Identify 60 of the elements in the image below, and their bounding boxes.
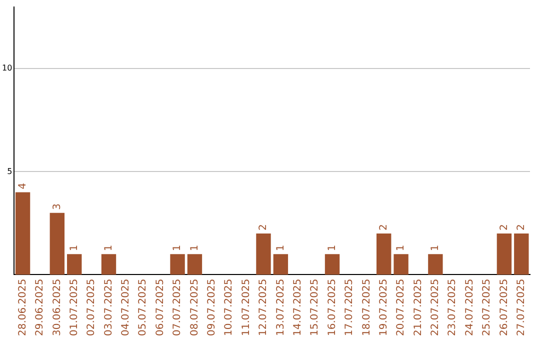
bar [170,254,185,275]
data-label: 1 [430,244,442,252]
x-tick-label: 18.07.2025 [361,278,372,336]
y-tick-label: 10 [2,64,12,73]
x-tick-label: 23.07.2025 [447,278,458,336]
x-tick-label: 05.07.2025 [138,278,149,336]
data-label: 1 [396,244,407,252]
data-label: 2 [258,224,270,231]
x-tick-label: 06.07.2025 [154,278,166,336]
data-label: 3 [52,204,63,210]
bar [101,254,116,275]
x-tick-label: 26.07.2025 [498,278,510,336]
data-label: 1 [103,244,114,252]
x-tick-label: 08.07.2025 [189,278,200,336]
bar [15,192,30,275]
x-tick-label: 30.06.2025 [52,278,63,336]
bar [50,212,65,275]
bar [256,234,271,275]
x-tick-label: 25.07.2025 [482,278,493,336]
x-tick-label: 02.07.2025 [86,278,98,336]
bar [514,234,529,275]
bar [394,254,408,275]
x-tick-label: 15.07.2025 [310,278,321,336]
data-label: 1 [189,244,200,252]
data-label: 2 [378,224,390,231]
x-tick-label: 17.07.2025 [344,278,356,336]
data-label: 1 [275,244,286,252]
x-tick-label: 29.06.2025 [34,278,46,336]
x-tick-label: 24.07.2025 [464,278,476,336]
x-tick-label: 11.07.2025 [240,278,252,336]
x-tick-label: 21.07.2025 [412,278,424,336]
x-tick-label: 27.07.2025 [516,278,527,336]
x-tick-label: 12.07.2025 [258,278,270,336]
bar [187,254,202,275]
bar [67,254,82,275]
x-tick-label: 13.07.2025 [275,278,286,336]
x-tick-label: 20.07.2025 [396,278,407,336]
bar [428,254,443,275]
y-tick-label: 5 [7,166,12,176]
data-label: 1 [172,244,184,252]
x-tick-label: 10.07.2025 [224,278,235,336]
data-label: 2 [516,224,527,231]
x-tick-label: 01.07.2025 [68,278,80,336]
bar [273,254,288,275]
x-tick-label: 16.07.2025 [326,278,338,336]
data-label: 1 [326,244,338,252]
x-tick-label: 09.07.2025 [206,278,218,336]
x-tick-label: 03.07.2025 [103,278,114,336]
bar [496,234,512,275]
x-tick-label: 19.07.2025 [378,278,390,336]
x-tick-label: 07.07.2025 [172,278,184,336]
bar [376,234,392,275]
data-label: 1 [68,244,80,252]
data-label: 4 [17,182,28,190]
bar [324,254,340,275]
x-tick-label: 14.07.2025 [292,278,304,336]
x-tick-label: 04.07.2025 [120,278,132,336]
x-tick-label: 22.07.2025 [430,278,442,336]
x-tick-label: 28.06.2025 [17,278,28,336]
data-label: 2 [498,224,510,231]
